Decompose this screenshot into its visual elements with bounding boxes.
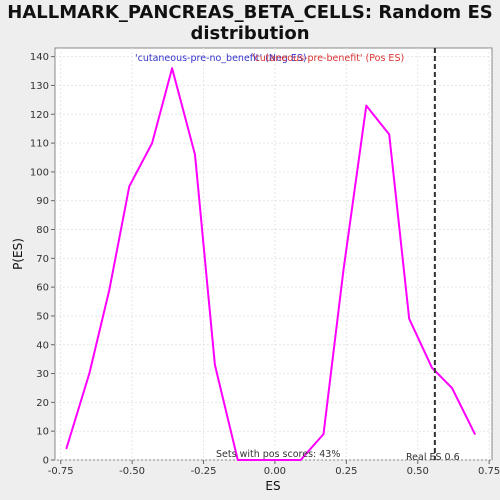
y-tick-label: 10 bbox=[36, 427, 49, 438]
y-tick-label: 70 bbox=[36, 254, 49, 265]
y-tick-label: 140 bbox=[30, 52, 49, 63]
y-tick-label: 130 bbox=[30, 81, 49, 92]
y-tick-label: 0 bbox=[43, 456, 49, 467]
y-tick-label: 40 bbox=[36, 340, 49, 351]
x-axis-ticks: -0.75 -0.50 -0.25 0.00 0.25 0.50 0.75 bbox=[48, 460, 500, 477]
y-tick-label: 100 bbox=[30, 167, 49, 178]
chart-title: HALLMARK_PANCREAS_BETA_CELLS: Random ES … bbox=[7, 2, 493, 44]
x-tick-label: 0.00 bbox=[264, 466, 286, 477]
y-axis-label: P(ES) bbox=[11, 238, 25, 270]
es-data-point bbox=[214, 364, 216, 366]
es-data-point bbox=[431, 367, 433, 369]
pos-scores-label: Sets with pos scores: 43% bbox=[216, 449, 340, 460]
x-tick-label: -0.50 bbox=[119, 466, 145, 477]
es-data-point bbox=[108, 289, 111, 291]
y-tick-label: 110 bbox=[30, 139, 49, 150]
plot-area bbox=[54, 47, 493, 461]
y-tick-label: 90 bbox=[36, 196, 49, 207]
x-tick-label: 0.25 bbox=[335, 466, 357, 477]
x-tick-label: 0.50 bbox=[407, 466, 429, 477]
real-es-label: Real ES 0.6 bbox=[406, 452, 460, 463]
y-tick-label: 20 bbox=[36, 398, 49, 409]
es-data-point bbox=[194, 153, 196, 156]
es-data-point bbox=[322, 433, 325, 435]
es-distribution-line bbox=[65, 67, 476, 461]
es-data-point bbox=[128, 185, 131, 188]
y-tick-label: 30 bbox=[36, 369, 49, 380]
es-data-point bbox=[151, 142, 153, 144]
es-data-point bbox=[408, 318, 411, 320]
y-tick-label: 120 bbox=[30, 110, 49, 121]
neg-es-label: 'cutaneous-pre-no_benefit' (Neg ES) bbox=[135, 53, 307, 64]
y-tick-label: 60 bbox=[36, 283, 49, 294]
pos-es-label: 'cutaneous-pre-benefit' (Pos ES) bbox=[252, 53, 404, 64]
y-tick-label: 50 bbox=[36, 311, 49, 322]
es-data-point bbox=[451, 387, 453, 389]
es-data-point bbox=[388, 133, 391, 136]
y-tick-label: 80 bbox=[36, 225, 49, 236]
es-data-point bbox=[365, 104, 368, 107]
es-data-point bbox=[299, 459, 302, 461]
y-axis-ticks: 0 10 20 30 40 50 60 70 80 90 100 110 120 130 140 bbox=[30, 52, 55, 467]
series-layer bbox=[65, 67, 476, 461]
x-axis-label: ES bbox=[265, 479, 280, 493]
es-data-point bbox=[237, 459, 239, 461]
es-data-point bbox=[279, 459, 282, 461]
x-tick-label: 0.75 bbox=[478, 466, 500, 477]
es-data-point bbox=[88, 372, 91, 375]
x-tick-label: -0.75 bbox=[48, 466, 74, 477]
es-data-point bbox=[65, 447, 68, 450]
es-data-point bbox=[257, 459, 259, 461]
es-data-point bbox=[171, 67, 173, 69]
es-data-point bbox=[474, 433, 476, 435]
x-tick-label: -0.25 bbox=[191, 466, 217, 477]
es-data-point bbox=[342, 269, 345, 271]
